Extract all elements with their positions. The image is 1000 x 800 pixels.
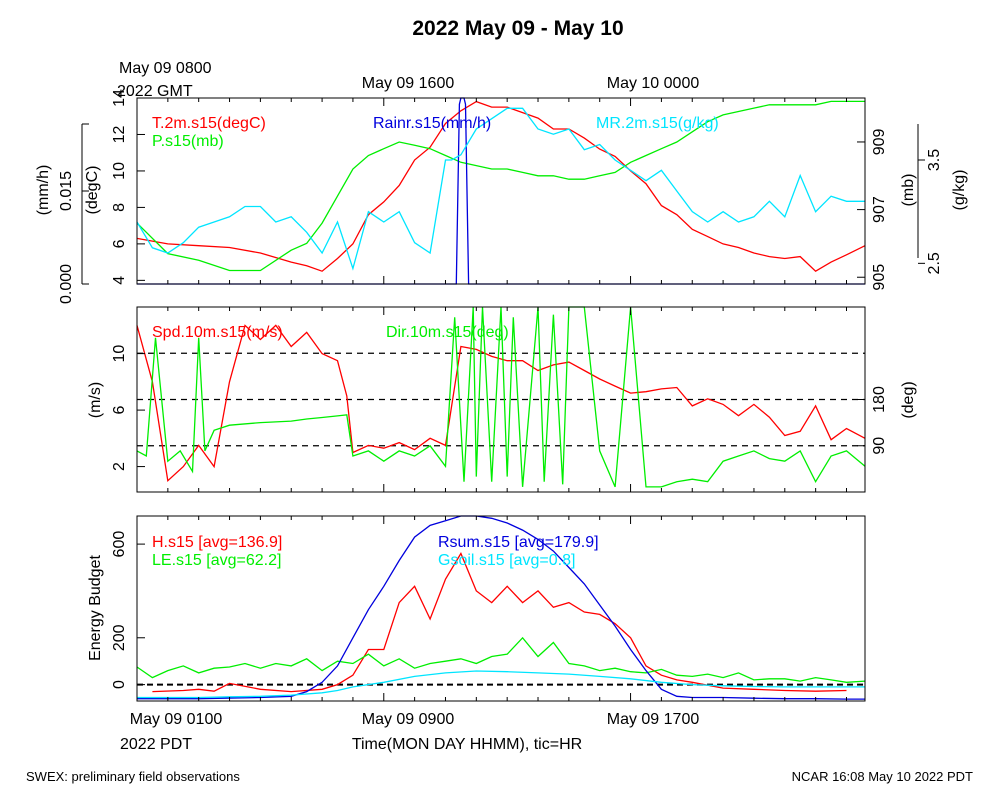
axis-title-gkg: (g/kg): [951, 170, 968, 211]
y-tick-label: 10: [111, 345, 128, 363]
pdt-year-label: 2022 PDT: [120, 736, 192, 753]
axis-title-degc: (degC): [84, 166, 101, 215]
x-axis-label: Time(MON DAY HHMM), tic=HR: [352, 736, 582, 753]
legend-le: LE.s15 [avg=62.2]: [152, 552, 281, 569]
y-tick-label: 3.5: [926, 149, 943, 171]
y-tick-label: 2.5: [926, 252, 943, 274]
pdt-end-label: May 09 1700: [607, 711, 700, 728]
pdt-start-label: May 09 0100: [130, 711, 223, 728]
panel-3-frame: [136, 515, 866, 702]
footer-left: SWEX: preliminary field observations: [26, 769, 240, 784]
y-tick-label: 0: [111, 680, 128, 689]
legend-gsoil: Gsoil.s15 [avg=0.8]: [438, 552, 575, 569]
footer-right: NCAR 16:08 May 10 2022 PDT: [792, 769, 973, 784]
panel-1-frame: [136, 97, 866, 285]
series-line-spd: [136, 324, 866, 482]
legend-rain: Rainr.s15(mm/h): [373, 115, 491, 132]
gmt-year-label: 2022 GMT: [117, 83, 193, 100]
y-tick-label: 6: [111, 239, 128, 248]
axis-title-deg: (deg): [900, 381, 917, 418]
panel-3: 0 200 600 H.s15 [avg=136.9] LE.s15 [avg=62…: [87, 515, 866, 702]
y-tick-label: 600: [111, 531, 128, 558]
legend-dir: Dir.10m.s15(deg): [386, 324, 509, 341]
series-line-rsum: [137, 515, 865, 700]
y-tick-label: 4: [111, 276, 128, 285]
y-tick-label: 200: [111, 624, 128, 651]
gmt-mid-label: May 09 1600: [362, 75, 455, 92]
y-tick-label: 0.000: [58, 264, 75, 304]
legend-spd: Spd.10m.s15(m/s): [152, 324, 283, 341]
axis-title-ms: (m/s): [87, 382, 104, 418]
series-line-dir: [136, 306, 866, 488]
series-line-t: [136, 100, 866, 273]
panel-1: 4 6 8 10 12 14 0.000 0.015 905 907 909 2.5 3.5 T.2m.…: [35, 89, 968, 304]
axis-title-energy: Energy Budget: [87, 555, 104, 661]
y-tick-label: 12: [111, 125, 128, 143]
series-line-mr: [136, 107, 865, 271]
pdt-mid-label: May 09 0900: [362, 711, 455, 728]
y-tick-label: 0.015: [58, 171, 75, 211]
y-tick-label: 6: [111, 406, 128, 415]
y-tick-label: 90: [871, 437, 888, 455]
axis-title-mb: (mb): [900, 174, 917, 207]
series-line-le: [136, 636, 866, 683]
series-line-h: [152, 552, 847, 693]
gmt-end-label: May 10 0000: [607, 75, 700, 92]
y-tick-label: 905: [871, 264, 888, 291]
chart-title: 2022 May 09 - May 10: [412, 17, 623, 40]
legend-t2m: T.2m.s15(degC): [152, 115, 266, 132]
legend-rsum: Rsum.s15 [avg=179.9]: [438, 534, 599, 551]
axis-title-mmh: (mm/h): [35, 165, 52, 216]
y-tick-label: 907: [871, 196, 888, 223]
y-tick-label: 909: [871, 129, 888, 156]
y-tick-label: 8: [111, 203, 128, 212]
legend-h: H.s15 [avg=136.9]: [152, 534, 282, 551]
series-line-p: [136, 100, 865, 272]
y-tick-label: 14: [111, 89, 128, 107]
y-tick-label: 10: [111, 162, 128, 180]
gmt-start-label: May 09 0800: [119, 60, 212, 77]
series-line-gsoil: [137, 670, 865, 699]
panel-2: 2 6 10 90 180 Spd.10m.s15(m/s) Dir.10m.s15(d…: [87, 306, 917, 493]
legend-mr: MR.2m.s15(g/kg): [596, 115, 719, 132]
y-tick-label: 2: [111, 462, 128, 471]
y-tick-label: 180: [871, 386, 888, 413]
legend-pressure: P.s15(mb): [152, 133, 224, 150]
